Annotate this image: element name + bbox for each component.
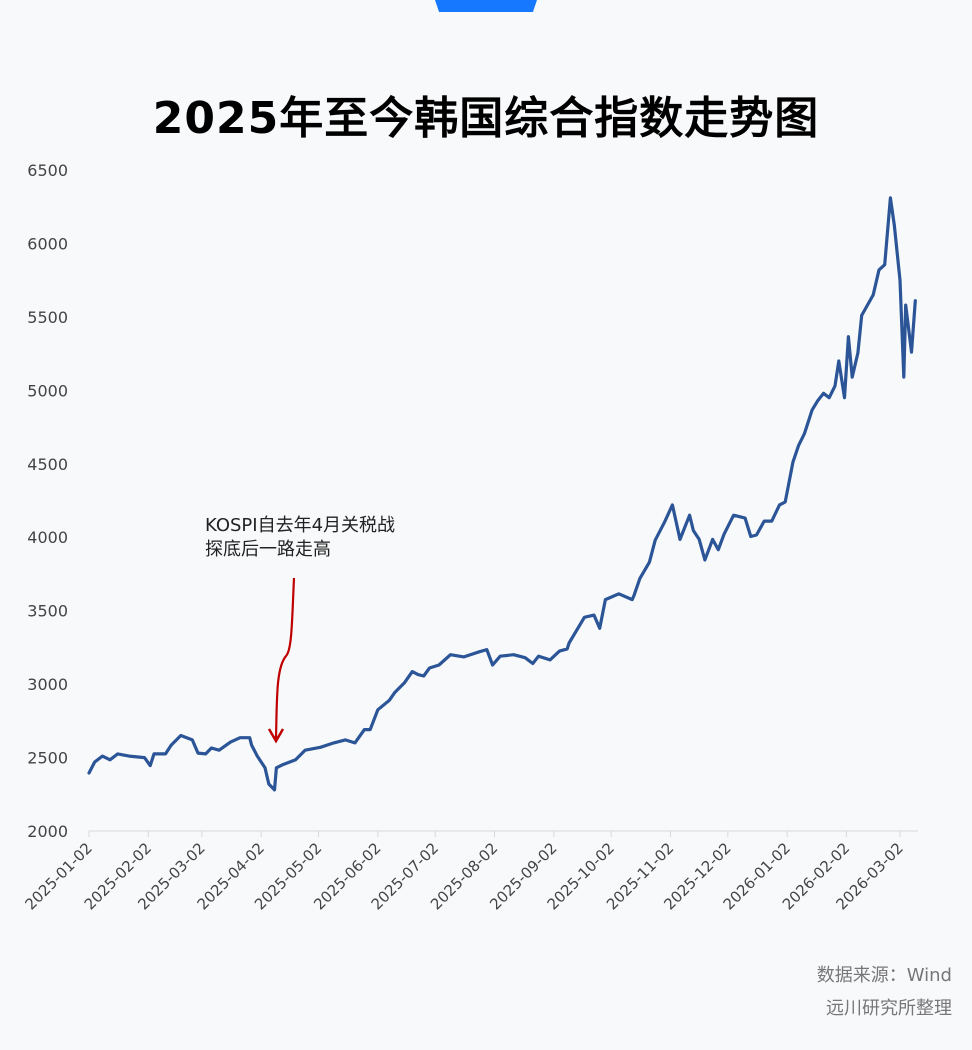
top-tab-decoration — [435, 0, 537, 12]
compiled-by-text: 远川研究所整理 — [826, 998, 952, 1019]
y-tick-label: 5500 — [27, 308, 68, 327]
source-text: 数据来源：Wind — [816, 965, 952, 986]
series-layer — [87, 196, 917, 792]
annotation-arrow — [267, 577, 296, 744]
x-axis: 2025-01-022025-02-022025-03-022025-04-02… — [21, 830, 918, 913]
chart-title: 2025年至今韩国综合指数走势图 — [152, 93, 820, 144]
y-tick-label: 4500 — [27, 455, 68, 474]
y-axis: 2000 2500 3000 3500 4000 4500 5000 5500 6000 6500 — [27, 161, 68, 841]
y-tick-label: 5000 — [27, 381, 68, 400]
kospi-line — [87, 196, 917, 792]
y-tick-label: 4000 — [27, 528, 68, 547]
y-tick-label: 3000 — [27, 675, 68, 694]
y-tick-label: 6000 — [27, 234, 68, 253]
y-tick-label: 2000 — [27, 822, 68, 841]
y-tick-label: 2500 — [27, 749, 68, 768]
y-tick-label: 6500 — [27, 161, 68, 180]
annotation-text: KOSPI自去年4月关税战 探底后一路走高 — [205, 514, 395, 562]
annotation-line-1: KOSPI自去年4月关税战 — [205, 515, 396, 536]
y-tick-label: 3500 — [27, 602, 68, 621]
annotation-line-2: 探底后一路走高 — [205, 539, 331, 560]
